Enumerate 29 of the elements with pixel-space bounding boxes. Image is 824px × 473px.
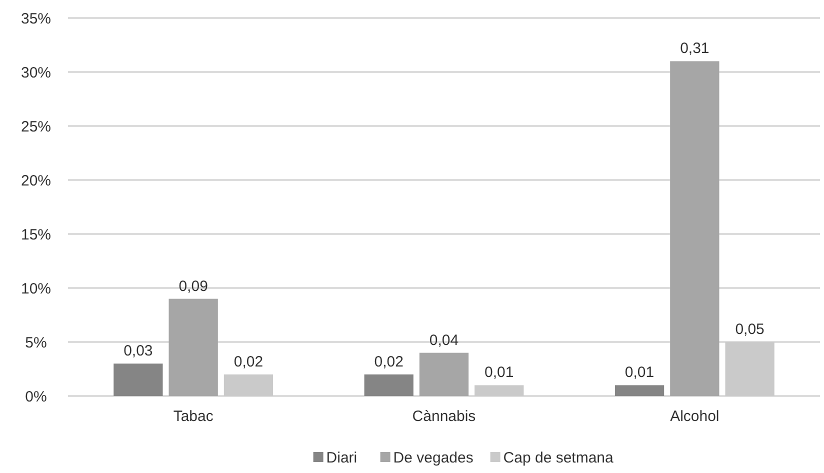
bar [419, 352, 469, 396]
y-tick-label: 15% [20, 226, 52, 244]
y-tick-label: 25% [20, 118, 52, 136]
y-tick-label: 5% [25, 334, 47, 352]
data-label: 0,02 [374, 353, 404, 370]
bar [614, 385, 664, 396]
data-label: 0,31 [680, 40, 710, 58]
bar [168, 298, 218, 396]
y-tick-label: 10% [20, 280, 52, 298]
legend-label: De vegades [393, 449, 474, 466]
bar [670, 61, 720, 396]
data-label: 0,01 [624, 364, 654, 382]
data-label: 0,02 [234, 353, 264, 370]
bar [364, 374, 414, 396]
data-label: 0,03 [124, 342, 153, 360]
data-label: 0,05 [735, 321, 764, 338]
x-tick-label: Alcohol [670, 408, 720, 425]
y-tick-label: 35% [20, 10, 52, 28]
data-label: 0,01 [484, 364, 514, 382]
data-label: 0,09 [178, 278, 208, 295]
legend-label: Diari [326, 449, 358, 466]
x-tick-label: Cànnabis [412, 408, 476, 425]
bar [114, 364, 163, 396]
x-tick-label: Tabac [173, 408, 214, 425]
data-label: 0,04 [429, 332, 459, 349]
legend-label: Cap de setmana [503, 449, 614, 466]
y-tick-label: 30% [20, 64, 52, 82]
y-tick-label: 20% [20, 172, 52, 190]
y-tick-label: 0% [25, 388, 47, 406]
